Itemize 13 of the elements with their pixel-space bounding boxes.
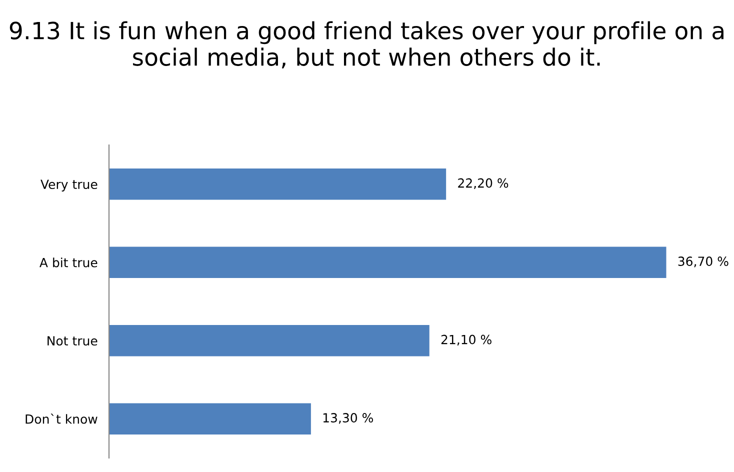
chart-title: 9.13 It is fun when a good friend takes over your profile on a social media, but not when others do it. — [10, 21, 724, 68]
bar — [109, 168, 446, 200]
y-tick-label: A bit true — [40, 258, 98, 268]
bar — [109, 246, 666, 278]
y-tick-label: Not true — [48, 336, 98, 346]
bar — [109, 324, 430, 356]
data-label: 13,30 % — [323, 413, 373, 424]
y-tick-label: Very true — [40, 180, 98, 192]
data-label: 21,10 % — [441, 334, 492, 346]
data-label: 22,20 % — [458, 178, 508, 190]
data-label: 36,70 % — [678, 256, 728, 268]
bar — [109, 403, 311, 435]
y-tick-label: Don`t know — [26, 414, 98, 424]
